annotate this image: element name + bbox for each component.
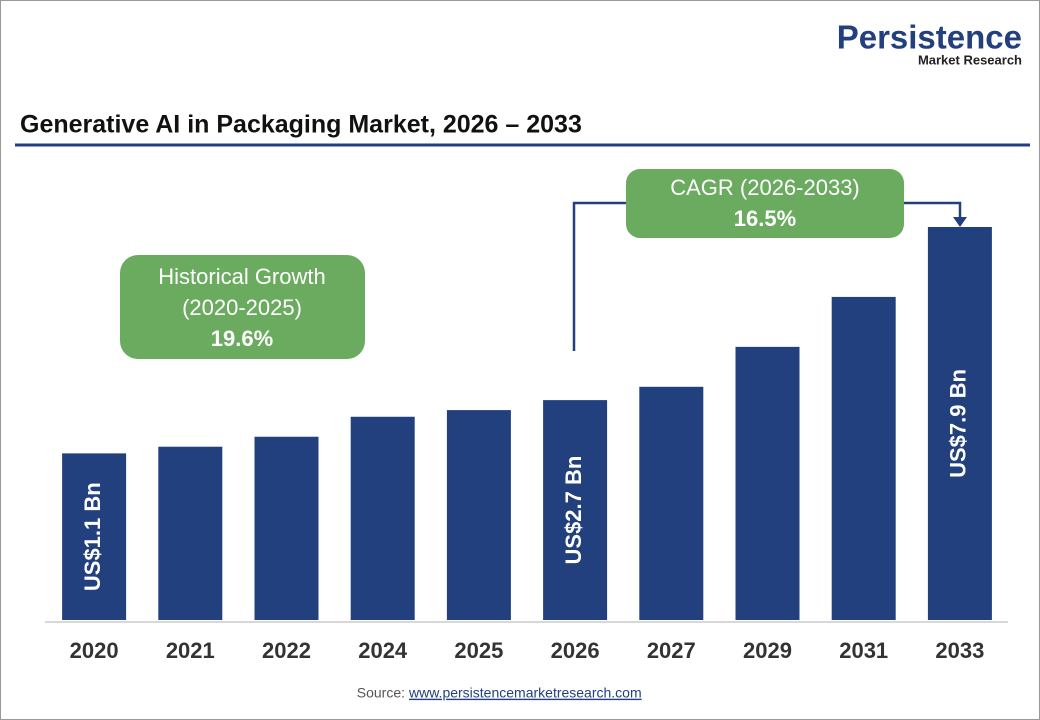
source-link[interactable]: www.persistencemarketresearch.com: [408, 685, 642, 701]
value-label: US$1.1 Bn: [80, 482, 105, 591]
x-tick-label: 2033: [935, 638, 984, 663]
annotation-rate: 19.6%: [211, 326, 273, 351]
connector: [904, 201, 962, 218]
bar: [446, 410, 511, 620]
annotation-label: Historical Growth: [158, 264, 325, 289]
bar: [735, 346, 800, 620]
x-tick-label: 2025: [454, 638, 503, 663]
x-tick-label: 2022: [262, 638, 311, 663]
value-label: US$7.9 Bn: [946, 369, 971, 478]
x-tick-label: 2024: [358, 638, 408, 663]
brand-name: Persistence: [837, 19, 1022, 56]
annotation-box: [120, 255, 365, 359]
brand-tagline: Market Research: [918, 52, 1022, 67]
x-tick-label: 2026: [551, 638, 600, 663]
source-label: Source:: [357, 685, 405, 701]
bar: [927, 227, 992, 620]
value-label: US$2.7 Bn: [561, 456, 586, 565]
bar: [62, 453, 127, 620]
annotation-rate: 16.5%: [734, 206, 796, 231]
x-tick-label: 2021: [166, 638, 215, 663]
x-tick-label: 2020: [70, 638, 119, 663]
bar: [158, 446, 223, 620]
x-tick-label: 2027: [647, 638, 696, 663]
arrow-head: [953, 217, 967, 227]
bar: [254, 436, 319, 620]
bar: [639, 386, 704, 620]
x-tick-label: 2031: [839, 638, 888, 663]
annotation-period: (2020-2025): [182, 295, 302, 320]
chart-title: Generative AI in Packaging Market, 2026 …: [20, 111, 582, 139]
bar: [543, 400, 608, 620]
bar: [350, 416, 415, 620]
annotation-box: [626, 169, 904, 238]
x-tick-label: 2029: [743, 638, 792, 663]
connector: [572, 201, 626, 351]
annotation-label: CAGR (2026-2033): [670, 175, 860, 200]
bar: [831, 296, 896, 620]
